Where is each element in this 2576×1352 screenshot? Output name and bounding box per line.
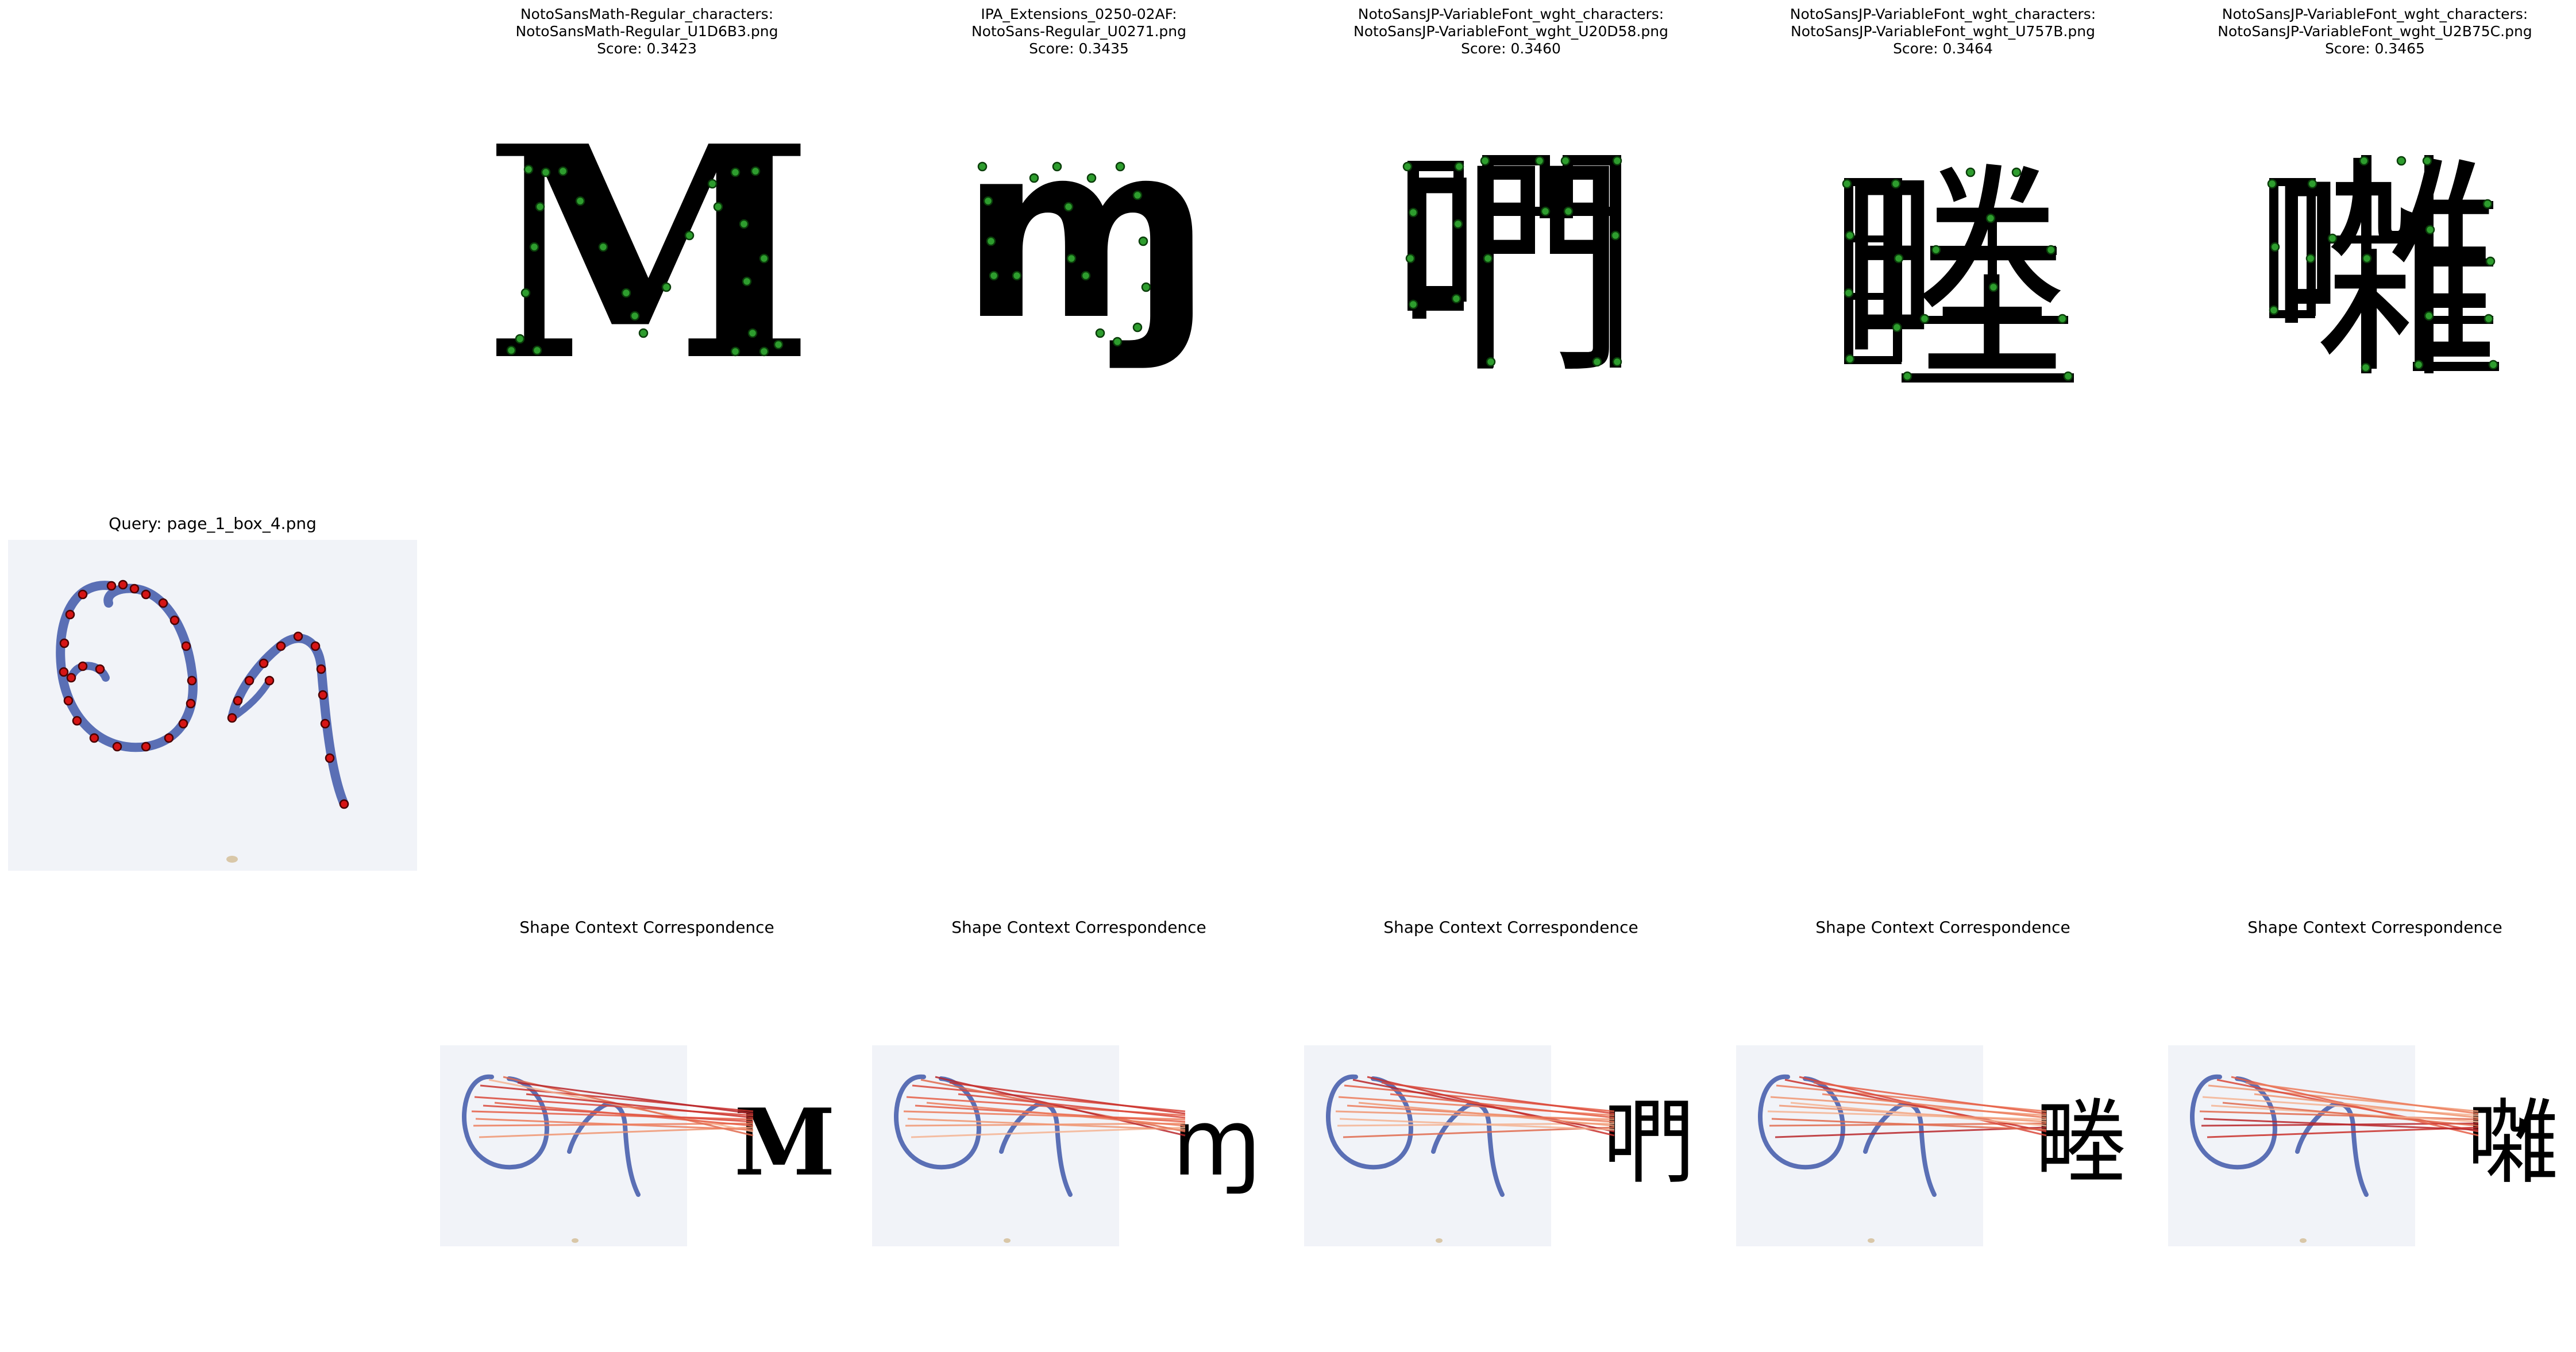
candidate-1-file: NotoSansMath-Regular_U1D6B3.png — [515, 23, 778, 40]
correspondence-2-title: Shape Context Correspondence — [951, 918, 1206, 937]
query-title: Query: page_1_box_4.png — [109, 514, 317, 533]
correspondence-3-title: Shape Context Correspondence — [1383, 918, 1638, 937]
correspondence-line — [1822, 1093, 2047, 1119]
correspondence-line — [1358, 1102, 1615, 1127]
correspondence-line — [488, 1079, 754, 1133]
correspondence-line — [911, 1126, 1186, 1138]
candidate-2-points — [977, 161, 1151, 347]
correspondence-line — [1339, 1118, 1615, 1131]
correspondence-line — [2216, 1079, 2479, 1133]
correspondence-line — [517, 1081, 754, 1115]
correspondence-glyph: 畻 — [2035, 1089, 2127, 1196]
correspondence-2-image: ɱ — [872, 1045, 1262, 1246]
candidate-1-image: 𝚳 — [494, 144, 804, 385]
correspondence-4-title: Shape Context Correspondence — [1815, 918, 2070, 937]
candidate-4-file: NotoSansJP-VariableFont_wght_U757B.png — [1791, 23, 2095, 40]
candidate-2-score: Score: 0.3435 — [1029, 40, 1129, 57]
correspondence-glyph: 𠵘 — [1603, 1089, 1695, 1196]
correspondence-line — [1343, 1126, 1615, 1138]
correspondence-line — [949, 1081, 1186, 1115]
correspondence-line — [1775, 1126, 2047, 1138]
candidate-3-glyph: 𠵘 — [1396, 144, 1626, 385]
candidate-3-image: 𠵘 — [1396, 144, 1626, 385]
candidate-4-score: Score: 0.3464 — [1893, 40, 1993, 57]
candidate-5-file: NotoSansJP-VariableFont_wght_U2B75C.png — [2218, 23, 2532, 40]
correspondence-glyph: 𫝜 — [2467, 1089, 2559, 1196]
candidate-4-source: NotoSansJP-VariableFont_wght_characters: — [1790, 6, 2096, 22]
candidate-1-source: NotoSansMath-Regular_characters: — [520, 6, 774, 22]
candidate-1-score: Score: 0.3423 — [597, 40, 697, 57]
correspondence-line — [1784, 1079, 2047, 1133]
candidate-5-image: 𫝜 — [2267, 144, 2499, 385]
correspondence-line — [479, 1126, 754, 1138]
candidate-5-title: NotoSansJP-VariableFont_wght_characters:… — [2162, 6, 2576, 57]
correspondence-line — [1790, 1102, 2047, 1127]
correspondence-line — [475, 1118, 754, 1131]
correspondence-line — [2222, 1102, 2479, 1127]
correspondence-line — [2254, 1093, 2479, 1119]
candidate-4-points — [1842, 167, 2073, 381]
candidate-3-title: NotoSansJP-VariableFont_wght_characters:… — [1298, 6, 1723, 57]
correspondence-line — [958, 1093, 1186, 1119]
candidate-5-source: NotoSansJP-VariableFont_wght_characters: — [2222, 6, 2528, 22]
correspondence-line — [2203, 1118, 2479, 1131]
correspondence-4-image: 畻 — [1736, 1045, 2127, 1246]
correspondence-line — [2207, 1126, 2479, 1138]
correspondence-line — [1352, 1079, 1615, 1133]
candidate-1-glyph: 𝚳 — [494, 144, 804, 385]
candidate-2-image: ɱ — [971, 144, 1201, 373]
correspondence-5-title: Shape Context Correspondence — [2247, 918, 2502, 937]
query-thumbnail — [872, 1045, 1119, 1246]
correspondence-line — [920, 1079, 1186, 1133]
query-thumbnail — [2168, 1045, 2415, 1246]
query-image — [8, 540, 417, 871]
correspondence-line — [2245, 1081, 2479, 1115]
correspondence-1-title: Shape Context Correspondence — [519, 918, 774, 937]
correspondence-line — [1381, 1081, 1615, 1115]
correspondence-line — [907, 1118, 1186, 1131]
candidate-2-title: IPA_Extensions_0250-02AF: NotoSans-Regul… — [866, 6, 1291, 57]
candidate-4-title: NotoSansJP-VariableFont_wght_characters:… — [1730, 6, 2155, 57]
candidate-2-source: IPA_Extensions_0250-02AF: — [981, 6, 1177, 22]
candidate-3-score: Score: 0.3460 — [1461, 40, 1561, 57]
candidate-4-image: 畻 — [1838, 144, 2074, 391]
correspondence-glyph: 𝚳 — [734, 1088, 835, 1196]
correspondence-line — [1771, 1118, 2047, 1131]
candidate-3-points — [1402, 156, 1622, 367]
candidate-5-score: Score: 0.3465 — [2325, 40, 2425, 57]
correspondence-line — [494, 1102, 754, 1127]
correspondence-line — [926, 1102, 1186, 1127]
query-thumbnail — [1736, 1045, 1983, 1246]
candidate-2-glyph: ɱ — [971, 144, 1201, 373]
correspondence-line — [1813, 1081, 2047, 1115]
candidate-2-file: NotoSans-Regular_U0271.png — [971, 23, 1186, 40]
correspondence-line — [526, 1093, 754, 1119]
candidate-3-source: NotoSansJP-VariableFont_wght_characters: — [1358, 6, 1664, 22]
candidate-3-file: NotoSansJP-VariableFont_wght_U20D58.png — [1353, 23, 1668, 40]
candidate-5-points — [2267, 156, 2498, 373]
correspondence-1-image: 𝚳 — [440, 1045, 836, 1246]
correspondence-3-image: 𠵘 — [1304, 1045, 1695, 1246]
candidate-1-points — [506, 164, 784, 357]
query-points — [59, 580, 349, 809]
query-thumbnail — [1304, 1045, 1551, 1246]
candidate-1-title: NotoSansMath-Regular_characters: NotoSan… — [434, 6, 859, 57]
query-thumbnail — [440, 1045, 687, 1246]
correspondence-line — [1390, 1093, 1615, 1119]
correspondence-5-image: 𫝜 — [2168, 1045, 2559, 1246]
correspondence-glyph: ɱ — [1172, 1089, 1262, 1196]
